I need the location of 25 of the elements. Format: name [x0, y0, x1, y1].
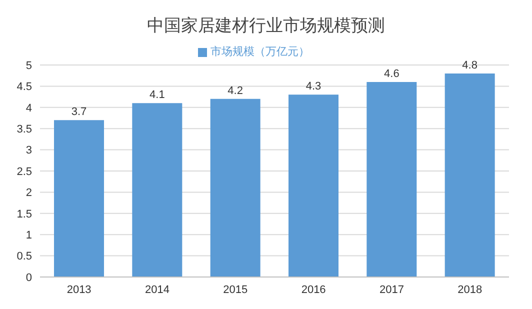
- x-tick-label: 2013: [66, 284, 92, 296]
- x-tick-label: 2018: [458, 284, 482, 296]
- data-label: 3.7: [71, 106, 87, 118]
- y-tick-label: 1.5: [16, 208, 32, 220]
- y-tick-label: 4.5: [16, 81, 32, 94]
- x-tick-label: 2015: [223, 284, 248, 296]
- x-tick-label: 2017: [380, 284, 404, 296]
- data-label: 4.6: [384, 68, 400, 80]
- legend-label: 市场规模（万亿元）: [210, 46, 310, 58]
- data-label: 4.1: [150, 89, 165, 102]
- x-tick-label: 2016: [301, 284, 326, 296]
- y-tick-label: 1: [26, 230, 32, 242]
- y-tick-label: 4: [26, 102, 32, 114]
- x-tick-label: 2014: [145, 284, 170, 296]
- y-tick-label: 0: [26, 272, 32, 284]
- y-tick-label: 3: [26, 144, 32, 157]
- data-label: 4.3: [306, 80, 322, 93]
- data-label: 4.2: [228, 84, 243, 97]
- y-tick-label: 2.5: [16, 166, 32, 178]
- y-tick-label: 2: [26, 187, 32, 200]
- y-tick-label: 0.5: [16, 250, 32, 263]
- data-label: 4.8: [462, 59, 478, 72]
- y-tick-label: 3.5: [16, 124, 32, 136]
- chart-title: 中国家居建材行业市场规模预测: [146, 15, 386, 37]
- y-tick-label: 5: [26, 60, 32, 72]
